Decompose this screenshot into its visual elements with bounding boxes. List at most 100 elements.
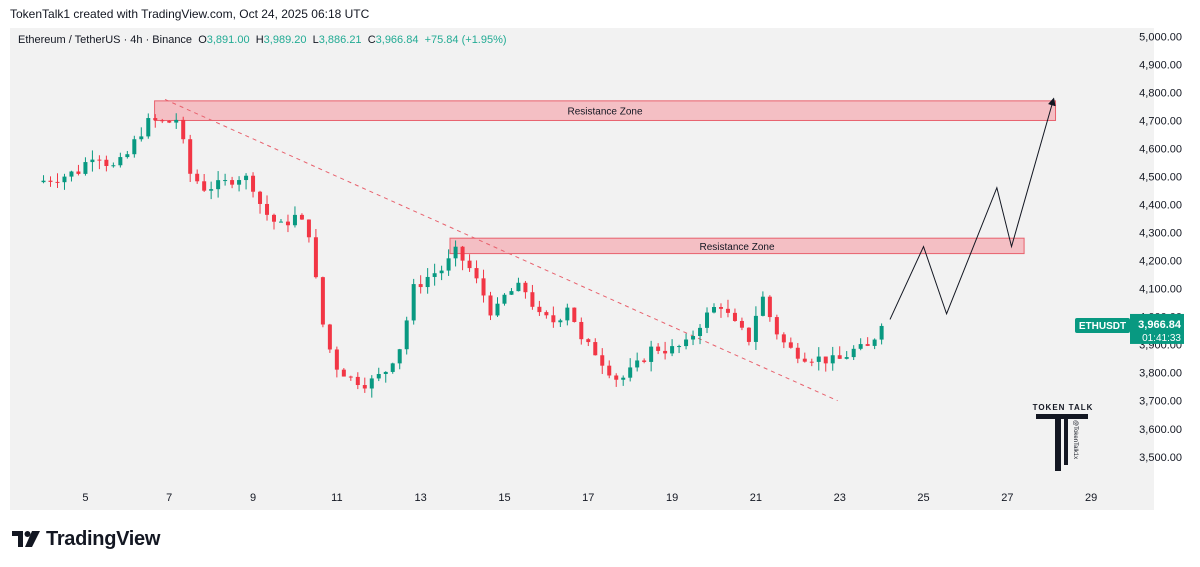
candle-body[interactable] xyxy=(216,180,221,190)
candle-body[interactable] xyxy=(600,355,605,366)
candle-body[interactable] xyxy=(104,159,109,167)
candle-body[interactable] xyxy=(523,282,528,293)
candle-body[interactable] xyxy=(69,171,74,177)
candle-body[interactable] xyxy=(237,180,242,185)
candle-body[interactable] xyxy=(174,119,179,123)
candle-body[interactable] xyxy=(306,219,311,238)
candle-body[interactable] xyxy=(188,139,193,174)
candle-body[interactable] xyxy=(223,180,228,182)
candle-body[interactable] xyxy=(677,346,682,348)
candle-body[interactable] xyxy=(760,296,765,316)
candle-body[interactable] xyxy=(858,344,863,349)
candle-body[interactable] xyxy=(481,278,486,296)
candle-body[interactable] xyxy=(698,327,703,337)
candle-body[interactable] xyxy=(872,339,877,346)
candle-body[interactable] xyxy=(621,377,626,380)
candle-body[interactable] xyxy=(628,367,633,378)
candle-body[interactable] xyxy=(635,360,640,368)
candle-body[interactable] xyxy=(565,307,570,321)
candle-body[interactable] xyxy=(167,120,172,123)
candle-body[interactable] xyxy=(537,306,542,313)
candle-body[interactable] xyxy=(593,342,598,356)
candle-body[interactable] xyxy=(851,348,856,358)
candle-body[interactable] xyxy=(739,320,744,328)
candle-body[interactable] xyxy=(495,303,500,316)
candle-body[interactable] xyxy=(530,292,535,307)
candle-body[interactable] xyxy=(579,321,584,340)
tradingview-logo[interactable]: TradingView xyxy=(12,527,160,551)
candle-body[interactable] xyxy=(48,180,53,182)
resistance-zone-2[interactable] xyxy=(449,237,1025,255)
candle-body[interactable] xyxy=(705,312,710,328)
candle-body[interactable] xyxy=(788,342,793,348)
candle-body[interactable] xyxy=(125,154,130,158)
candle-body[interactable] xyxy=(691,336,696,340)
candle-body[interactable] xyxy=(292,214,297,226)
candle-body[interactable] xyxy=(488,295,493,316)
candle-body[interactable] xyxy=(516,282,521,292)
candle-body[interactable] xyxy=(397,349,402,364)
candle-body[interactable] xyxy=(272,214,276,222)
candle-body[interactable] xyxy=(118,157,123,166)
candle-body[interactable] xyxy=(425,276,430,288)
candle-body[interactable] xyxy=(285,221,290,226)
candle-body[interactable] xyxy=(55,181,60,183)
candle-body[interactable] xyxy=(467,260,472,269)
candle-body[interactable] xyxy=(341,369,346,377)
candle-body[interactable] xyxy=(83,162,88,174)
candle-body[interactable] xyxy=(474,268,479,279)
candle-body[interactable] xyxy=(258,191,263,204)
candle-body[interactable] xyxy=(746,327,751,342)
descending-trendline[interactable] xyxy=(164,99,838,402)
candle-body[interactable] xyxy=(823,356,828,364)
candle-body[interactable] xyxy=(656,346,661,351)
candle-body[interactable] xyxy=(139,136,144,140)
projection-path[interactable] xyxy=(889,97,1056,320)
candle-body[interactable] xyxy=(795,347,800,359)
candle-body[interactable] xyxy=(453,246,458,259)
candle-body[interactable] xyxy=(244,175,249,181)
candle-body[interactable] xyxy=(774,317,779,335)
candle-body[interactable] xyxy=(62,176,67,183)
last-price-tag[interactable] xyxy=(1130,313,1184,344)
candle-body[interactable] xyxy=(830,355,835,364)
candle-body[interactable] xyxy=(376,374,381,379)
candle-body[interactable] xyxy=(411,284,416,321)
candle-body[interactable] xyxy=(132,139,137,155)
candle-body[interactable] xyxy=(767,296,772,318)
candle-body[interactable] xyxy=(502,294,507,304)
candle-body[interactable] xyxy=(195,173,200,182)
candle-body[interactable] xyxy=(209,189,214,191)
candle-body[interactable] xyxy=(684,339,689,347)
candle-body[interactable] xyxy=(418,284,423,288)
candle-body[interactable] xyxy=(383,371,388,375)
candle-body[interactable] xyxy=(146,118,151,137)
candle-body[interactable] xyxy=(879,325,884,340)
candle-body[interactable] xyxy=(614,375,619,380)
candle-body[interactable] xyxy=(390,363,395,372)
candle-body[interactable] xyxy=(572,307,577,322)
candle-body[interactable] xyxy=(76,171,81,174)
candle-body[interactable] xyxy=(278,221,283,223)
symbol-tag[interactable] xyxy=(1075,317,1130,333)
candle-body[interactable] xyxy=(844,357,849,359)
candle-body[interactable] xyxy=(327,324,332,350)
candle-body[interactable] xyxy=(439,270,444,274)
candle-body[interactable] xyxy=(670,346,675,354)
candle-body[interactable] xyxy=(369,378,374,389)
candle-body[interactable] xyxy=(348,376,353,378)
candle-body[interactable] xyxy=(153,118,158,121)
candle-body[interactable] xyxy=(404,320,409,350)
candle-body[interactable] xyxy=(313,237,318,278)
candle-body[interactable] xyxy=(446,258,451,271)
candle-body[interactable] xyxy=(732,312,737,321)
candle-body[interactable] xyxy=(544,312,549,316)
candle-body[interactable] xyxy=(320,277,325,325)
candle-body[interactable] xyxy=(607,365,612,376)
candle-body[interactable] xyxy=(90,159,95,163)
candle-body[interactable] xyxy=(586,339,591,343)
candle-body[interactable] xyxy=(781,334,786,343)
candle-body[interactable] xyxy=(355,376,360,386)
candle-body[interactable] xyxy=(251,175,256,192)
candle-body[interactable] xyxy=(809,361,814,363)
